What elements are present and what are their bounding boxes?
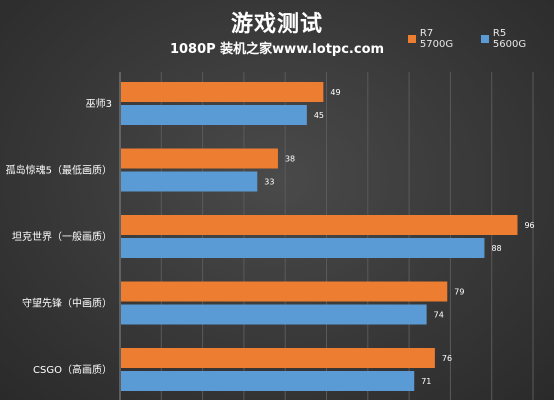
category-label: CSGO（高画质） xyxy=(33,363,112,376)
bar-r5 xyxy=(121,105,307,125)
data-label: 74 xyxy=(434,311,444,320)
bar-r7 xyxy=(121,82,324,102)
bar-r5 xyxy=(121,238,485,258)
data-label: 88 xyxy=(491,244,501,253)
category-label: 孤岛惊魂5（最低画质） xyxy=(6,164,112,177)
bar-r5 xyxy=(121,304,427,325)
category-label: 巫师3 xyxy=(86,97,112,110)
legend-swatch-r5 xyxy=(481,35,489,43)
data-label: 33 xyxy=(264,178,274,187)
legend-item-r5: R5 5600G xyxy=(481,28,542,50)
chart-subtitle: 1080P 装机之家www.lotpc.com xyxy=(169,42,385,57)
bar-r7 xyxy=(121,215,518,235)
bar-r5 xyxy=(121,371,415,391)
data-label: 38 xyxy=(285,155,295,164)
bar-r7 xyxy=(121,348,435,368)
data-label: 71 xyxy=(421,377,431,386)
legend: R7 5700G R5 5600G xyxy=(408,28,554,50)
bar-r5 xyxy=(121,171,258,192)
legend-label-r5: R5 5600G xyxy=(492,28,527,50)
chart-title: 游戏测试 xyxy=(230,12,323,37)
legend-item-r7: R7 5700G xyxy=(408,28,469,50)
legend-label-r7: R7 5700G xyxy=(419,28,454,50)
category-label: 坦克世界（一般画质） xyxy=(12,230,112,243)
data-label: 49 xyxy=(330,88,340,97)
legend-swatch-r7 xyxy=(408,35,416,43)
category-label: 守望先锋（中画质） xyxy=(22,297,112,310)
data-label: 96 xyxy=(524,221,534,230)
bar-r7 xyxy=(121,148,278,169)
data-label: 76 xyxy=(442,354,452,363)
data-label: 45 xyxy=(314,111,324,120)
bar-r7 xyxy=(121,281,448,302)
data-label: 79 xyxy=(454,288,464,297)
